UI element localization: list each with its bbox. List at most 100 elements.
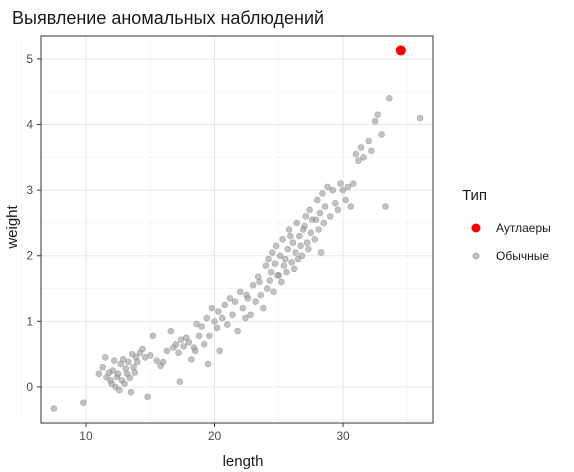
data-point-regular: [111, 358, 117, 364]
data-point-regular: [294, 220, 300, 226]
data-point-regular: [289, 259, 295, 265]
data-point-regular: [313, 217, 319, 223]
data-point-regular: [290, 240, 296, 246]
data-point-regular: [219, 315, 225, 321]
data-point-regular: [205, 361, 211, 367]
data-point-regular: [115, 371, 121, 377]
data-point-regular: [321, 220, 327, 226]
data-point-regular: [186, 339, 192, 345]
data-point-regular: [164, 348, 170, 354]
data-point-regular: [199, 324, 205, 330]
data-point-regular: [375, 112, 381, 118]
grid: [22, 36, 433, 423]
data-point-regular: [206, 333, 212, 339]
y-tick-label: 5: [26, 52, 33, 66]
data-point-regular: [244, 292, 250, 298]
data-point-regular: [382, 204, 388, 210]
data-points: [51, 45, 423, 411]
data-point-regular: [317, 210, 323, 216]
data-point-regular: [312, 236, 318, 242]
data-point-regular: [196, 333, 202, 339]
data-point-regular: [268, 269, 274, 275]
legend-label-regular: Обычные: [496, 249, 549, 263]
data-point-regular: [100, 364, 106, 370]
x-tick-label: 10: [79, 429, 93, 443]
data-point-regular: [176, 350, 182, 356]
data-point-regular: [173, 341, 179, 347]
data-point-regular: [214, 325, 220, 331]
data-point-regular: [300, 227, 306, 233]
data-point-regular: [145, 394, 151, 400]
data-point-regular: [318, 249, 324, 255]
data-point-regular: [201, 341, 207, 347]
data-point-regular: [168, 328, 174, 334]
data-point-regular: [308, 230, 314, 236]
data-point-regular: [292, 249, 298, 255]
legend: Тип Аутлаеры Обычные: [462, 187, 551, 263]
data-point-regular: [285, 246, 291, 252]
data-point-regular: [361, 154, 367, 160]
data-point-regular: [366, 138, 372, 144]
data-point-regular: [278, 279, 284, 285]
data-point-regular: [271, 289, 277, 295]
data-point-regular: [298, 243, 304, 249]
data-point-regular: [222, 302, 228, 308]
data-point-regular: [348, 204, 354, 210]
data-point-regular: [319, 190, 325, 196]
x-tick-label: 30: [336, 429, 350, 443]
data-point-regular: [386, 95, 392, 101]
y-tick-label: 4: [26, 118, 33, 132]
data-point-regular: [353, 151, 359, 157]
data-point-regular: [314, 197, 320, 203]
data-point-regular: [253, 299, 259, 305]
legend-key-regular: [473, 253, 479, 259]
data-point-regular: [282, 256, 288, 262]
data-point-regular: [337, 181, 343, 187]
data-point-regular: [132, 369, 138, 375]
data-point-regular: [358, 145, 364, 151]
data-point-outlier: [396, 45, 406, 55]
data-point-regular: [287, 233, 293, 239]
data-point-regular: [160, 359, 166, 365]
data-point-regular: [330, 187, 336, 193]
data-point-regular: [256, 279, 262, 285]
data-point-regular: [240, 305, 246, 311]
data-point-regular: [417, 115, 423, 121]
data-point-regular: [327, 213, 333, 219]
data-point-regular: [51, 406, 57, 412]
y-tick-label: 0: [26, 380, 33, 394]
data-point-regular: [281, 263, 287, 269]
data-point-regular: [286, 227, 292, 233]
data-point-regular: [96, 371, 102, 377]
data-point-regular: [154, 358, 160, 364]
data-point-regular: [274, 272, 280, 278]
data-point-regular: [150, 333, 156, 339]
data-point-regular: [379, 131, 385, 137]
data-point-regular: [125, 359, 131, 365]
data-point-regular: [299, 253, 305, 259]
data-point-regular: [335, 207, 341, 213]
x-tick-label: 20: [208, 429, 222, 443]
data-point-regular: [237, 289, 243, 295]
data-point-regular: [122, 381, 128, 387]
data-point-regular: [263, 263, 269, 269]
data-point-regular: [304, 240, 310, 246]
data-point-regular: [296, 233, 302, 239]
data-point-regular: [372, 118, 378, 124]
data-point-regular: [283, 269, 289, 275]
data-point-regular: [217, 348, 223, 354]
data-point-regular: [188, 356, 194, 362]
data-point-regular: [230, 312, 236, 318]
chart-title: Выявление аномальных наблюдений: [12, 8, 324, 28]
y-tick-label: 3: [26, 183, 33, 197]
y-tick-label: 2: [26, 249, 33, 263]
data-point-regular: [192, 348, 198, 354]
data-point-regular: [204, 315, 210, 321]
data-point-regular: [272, 261, 278, 267]
data-point-regular: [177, 379, 183, 385]
data-point-regular: [269, 249, 275, 255]
data-point-regular: [134, 359, 140, 365]
data-point-regular: [303, 213, 309, 219]
data-point-regular: [264, 286, 270, 292]
